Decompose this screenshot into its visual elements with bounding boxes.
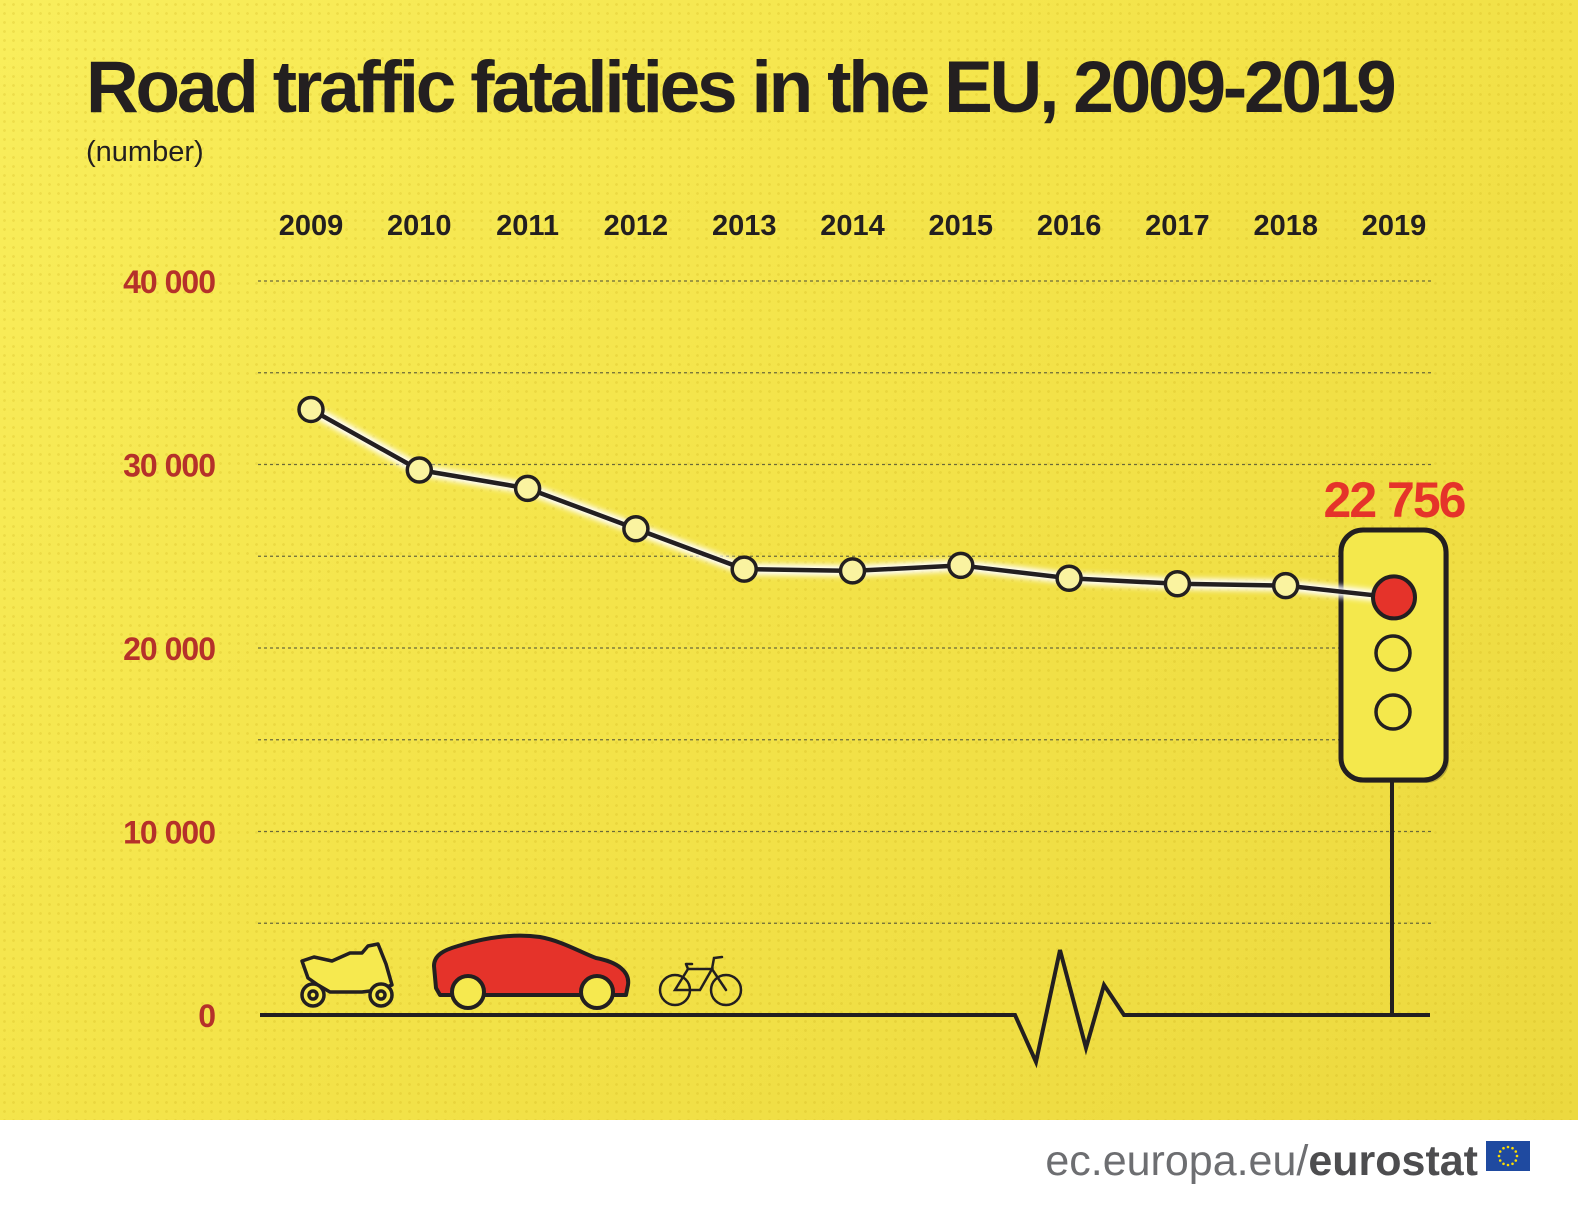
bicycle-icon [658,955,743,1007]
y-tick-label: 30 000 [123,448,215,484]
data-point [622,514,650,543]
chart-background [0,0,1578,1120]
y-tick-label: 40 000 [123,264,215,300]
data-point [730,555,758,583]
x-tick-label: 2009 [279,210,344,242]
x-tick-label: 2015 [929,210,994,242]
data-point-highlight [1371,574,1417,621]
footer-url-prefix: ec.europa.eu/ [1045,1137,1309,1185]
flag-star [1502,1146,1505,1150]
x-tick-label: 2010 [387,210,452,242]
highlight-value-label: 22 756 [1324,472,1465,528]
footer-url[interactable]: ec.europa.eu/eurostat [1045,1137,1478,1186]
flag-star [1511,1146,1514,1150]
y-tick-label: 0 [198,998,215,1034]
footer-url-brand: eurostat [1308,1137,1478,1185]
motorcycle-icon [300,942,394,1008]
flag-star [1514,1150,1518,1153]
flag-star [1502,1162,1505,1166]
footer [0,1120,1578,1214]
data-point [1055,564,1083,593]
flag-star [1506,1145,1510,1149]
data-point [1163,570,1192,598]
data-point [838,557,867,585]
eu-flag-icon [1486,1141,1530,1171]
y-tick-label: 10 000 [123,815,215,851]
data-point [513,474,542,503]
x-tick-label: 2016 [1037,210,1102,242]
flag-star [1498,1159,1502,1162]
y-tick-label: 20 000 [123,631,215,667]
chart-subtitle: (number) [86,136,204,168]
flag-star [1497,1154,1501,1158]
line-chart: 0 10 000 20 000 30 000 40 000 2009 2010 2011 20… [123,210,1467,1069]
baseline-heartbeat [260,949,1430,1069]
x-tick-label: 2019 [1362,210,1427,242]
flag-star [1498,1150,1502,1153]
data-point [947,551,975,580]
x-tick-label: 2017 [1145,210,1210,242]
x-tick-label: 2014 [820,210,885,242]
x-tick-label: 2018 [1253,210,1318,242]
flag-star [1511,1162,1514,1166]
x-tick-label: 2013 [712,210,777,242]
data-point [1271,571,1300,600]
flag-star [1506,1163,1510,1167]
flag-star [1514,1159,1518,1162]
data-point [297,395,325,424]
data-point [405,456,434,484]
car-icon [432,933,631,1010]
flag-star [1515,1154,1519,1158]
x-tick-label: 2011 [496,210,559,242]
x-tick-label: 2012 [604,210,669,242]
chart-title: Road traffic fatalities in the EU, 2009-… [86,47,1397,128]
